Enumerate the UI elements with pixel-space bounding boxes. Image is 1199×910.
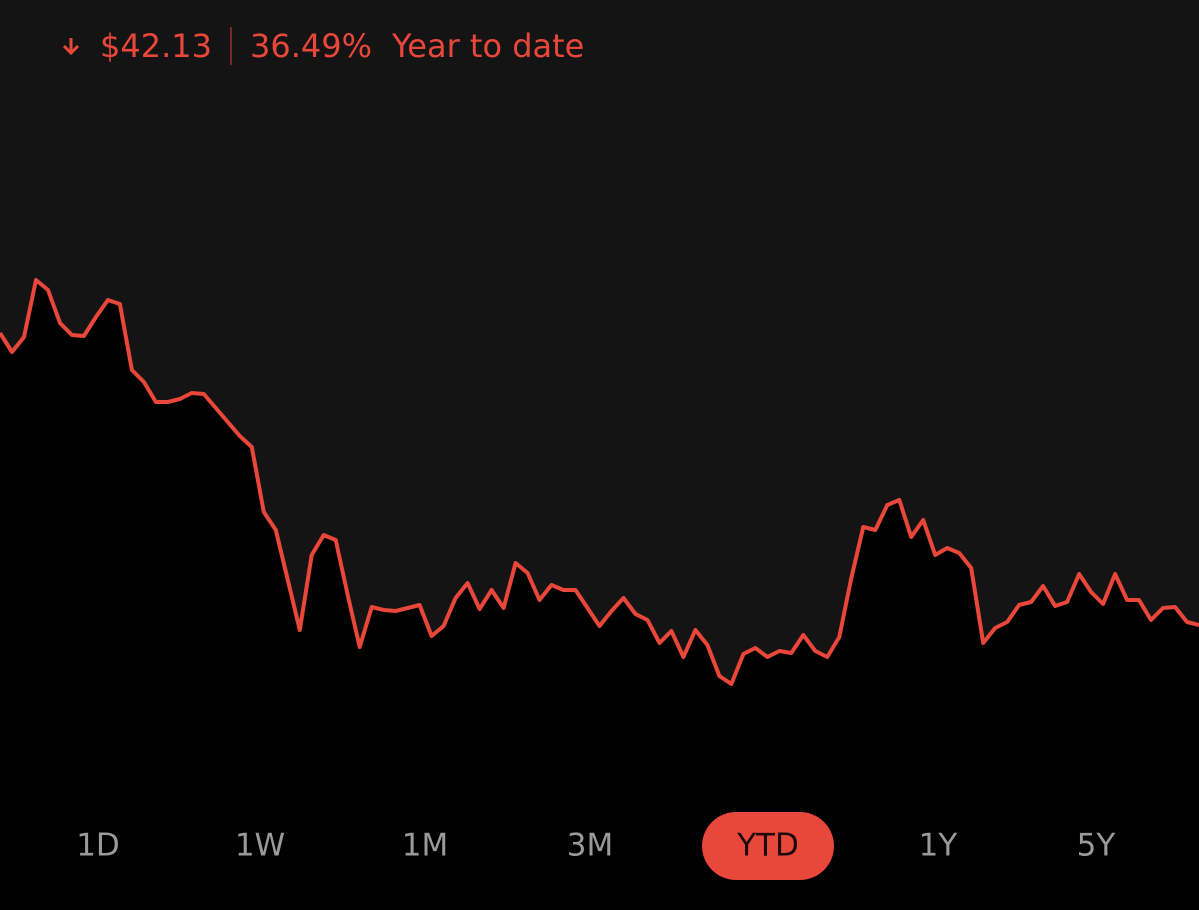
change: $42.13	[100, 27, 212, 65]
range-button[interactable]: 1D	[76, 828, 120, 864]
range-button[interactable]: YTD	[736, 828, 799, 864]
range-button[interactable]: 1Y	[919, 828, 958, 864]
separator	[229, 27, 232, 65]
percent: 36.49%	[249, 27, 372, 65]
down-arrow	[62, 38, 80, 56]
period: Year to date	[391, 27, 585, 65]
price-line	[0, 278, 1199, 686]
range-button[interactable]: 3M	[567, 828, 613, 864]
area-fill	[0, 280, 1199, 910]
range-selected-pill[interactable]	[702, 812, 834, 880]
range-button[interactable]: 5Y	[1077, 828, 1116, 864]
range-button[interactable]: 1W	[235, 828, 285, 864]
header: $42.13 36.49% Year to date	[60, 24, 584, 68]
range-button[interactable]: 1M	[402, 828, 448, 864]
